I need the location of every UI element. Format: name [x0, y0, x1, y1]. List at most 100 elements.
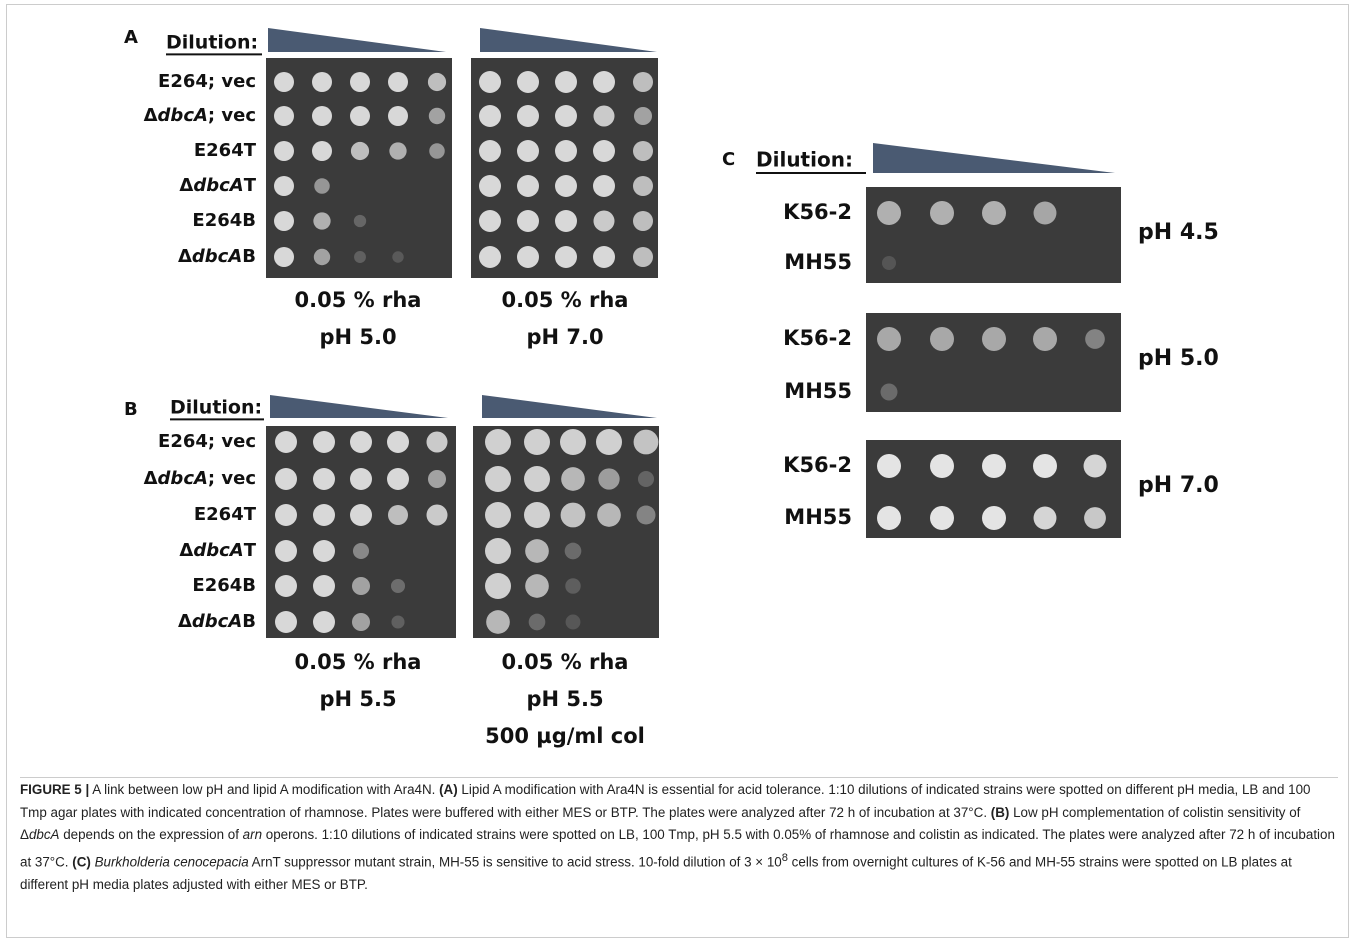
strain-label: E264B	[192, 210, 256, 231]
colony-spot	[351, 142, 369, 160]
dilution-wedge	[268, 28, 446, 52]
dilution-label: Dilution:	[170, 397, 262, 419]
colony-spot	[525, 539, 549, 563]
colony-spot	[1034, 507, 1057, 530]
colony-spot	[479, 105, 501, 127]
strain-label: E264; vec	[158, 71, 256, 92]
colony-spot	[354, 215, 366, 227]
colony-spot	[479, 71, 501, 93]
colony-spot	[877, 201, 901, 225]
caption-gene: arn	[243, 827, 262, 842]
colony-spot	[313, 468, 335, 490]
colony-spot	[517, 246, 539, 268]
colony-spot	[877, 454, 901, 478]
colony-spot	[313, 504, 335, 526]
colony-spot	[525, 574, 549, 598]
agar-plate	[473, 426, 659, 638]
colony-spot	[638, 471, 654, 487]
agar-plate	[266, 426, 456, 638]
strain-label: MH55	[784, 250, 852, 274]
strain-label: MH55	[784, 379, 852, 403]
dilution-wedge	[482, 395, 657, 418]
colony-spot	[426, 504, 447, 525]
colony-spot	[982, 506, 1006, 530]
strain-label: ΔdbcAB	[178, 246, 256, 267]
colony-spot	[560, 429, 586, 455]
colony-spot	[593, 246, 615, 268]
strain-label: E264T	[194, 140, 257, 161]
colony-spot	[565, 543, 582, 560]
colony-spot	[275, 504, 297, 526]
colony-spot	[517, 71, 539, 93]
colony-spot	[313, 431, 335, 453]
colony-spot	[593, 175, 615, 197]
colony-spot	[597, 503, 621, 527]
caption-ref: (B)	[991, 805, 1010, 820]
colony-spot	[633, 211, 653, 231]
colony-spot	[388, 505, 408, 525]
colony-spot	[429, 108, 445, 124]
colony-spot	[485, 502, 511, 528]
condition-label: pH 5.5	[526, 687, 603, 711]
colony-spot	[313, 212, 330, 229]
colony-spot	[388, 72, 408, 92]
colony-spot	[275, 540, 297, 562]
strain-label: K56-2	[783, 453, 852, 477]
colony-spot	[982, 201, 1006, 225]
colony-spot	[314, 249, 330, 265]
strain-label: ΔdbcAT	[179, 540, 256, 561]
colony-spot	[387, 468, 409, 490]
colony-spot	[392, 251, 403, 262]
colony-spot	[275, 611, 297, 633]
colony-spot	[517, 175, 539, 197]
colony-spot	[389, 142, 406, 159]
caption-ref: (A)	[439, 782, 458, 797]
colony-spot	[428, 73, 446, 91]
colony-spot	[877, 506, 901, 530]
colony-spot	[275, 431, 297, 453]
strain-label: E264B	[192, 575, 256, 596]
colony-spot	[1084, 455, 1107, 478]
colony-spot	[877, 327, 901, 351]
colony-spot	[350, 504, 372, 526]
colony-spot	[350, 431, 372, 453]
strain-label: ΔdbcA; vec	[144, 468, 256, 489]
colony-spot	[529, 614, 546, 631]
dilution-wedge	[480, 28, 657, 52]
colony-spot	[350, 72, 370, 92]
colony-spot	[555, 140, 577, 162]
colony-spot	[429, 143, 445, 159]
caption-text: ArnT suppressor mutant strain, MH-55 is …	[252, 854, 782, 869]
colony-spot	[561, 467, 585, 491]
colony-spot	[633, 72, 653, 92]
colony-spot	[930, 327, 954, 351]
strain-label: K56-2	[783, 200, 852, 224]
colony-spot	[565, 578, 580, 593]
colony-spot	[633, 176, 653, 196]
colony-spot	[1085, 329, 1105, 349]
caption-text: depends on the expression of	[63, 827, 239, 842]
figure: ADilution:E264; vecΔdbcA; vecE264TΔdbcAT…	[0, 0, 1357, 770]
colony-spot	[274, 176, 294, 196]
caption-ref: (C)	[72, 854, 91, 869]
colony-spot	[391, 579, 405, 593]
colony-spot	[353, 543, 369, 559]
condition-label: pH 7.0	[526, 325, 603, 349]
ph-label: pH 7.0	[1138, 473, 1219, 498]
colony-spot	[598, 468, 619, 489]
colony-spot	[555, 175, 577, 197]
dilution-label: Dilution:	[756, 148, 853, 172]
colony-spot	[524, 502, 550, 528]
colony-spot	[274, 141, 294, 161]
colony-spot	[479, 246, 501, 268]
colony-spot	[387, 431, 409, 453]
strain-label: E264; vec	[158, 431, 256, 452]
colony-spot	[593, 140, 615, 162]
caption-sup: 8	[782, 852, 788, 864]
colony-spot	[486, 610, 510, 634]
colony-spot	[313, 611, 335, 633]
caption-gene: dbcA	[29, 827, 60, 842]
caption-text: A link between low pH and lipid A modifi…	[92, 782, 435, 797]
colony-spot	[517, 105, 539, 127]
condition-label: 0.05 % rha	[295, 650, 422, 674]
